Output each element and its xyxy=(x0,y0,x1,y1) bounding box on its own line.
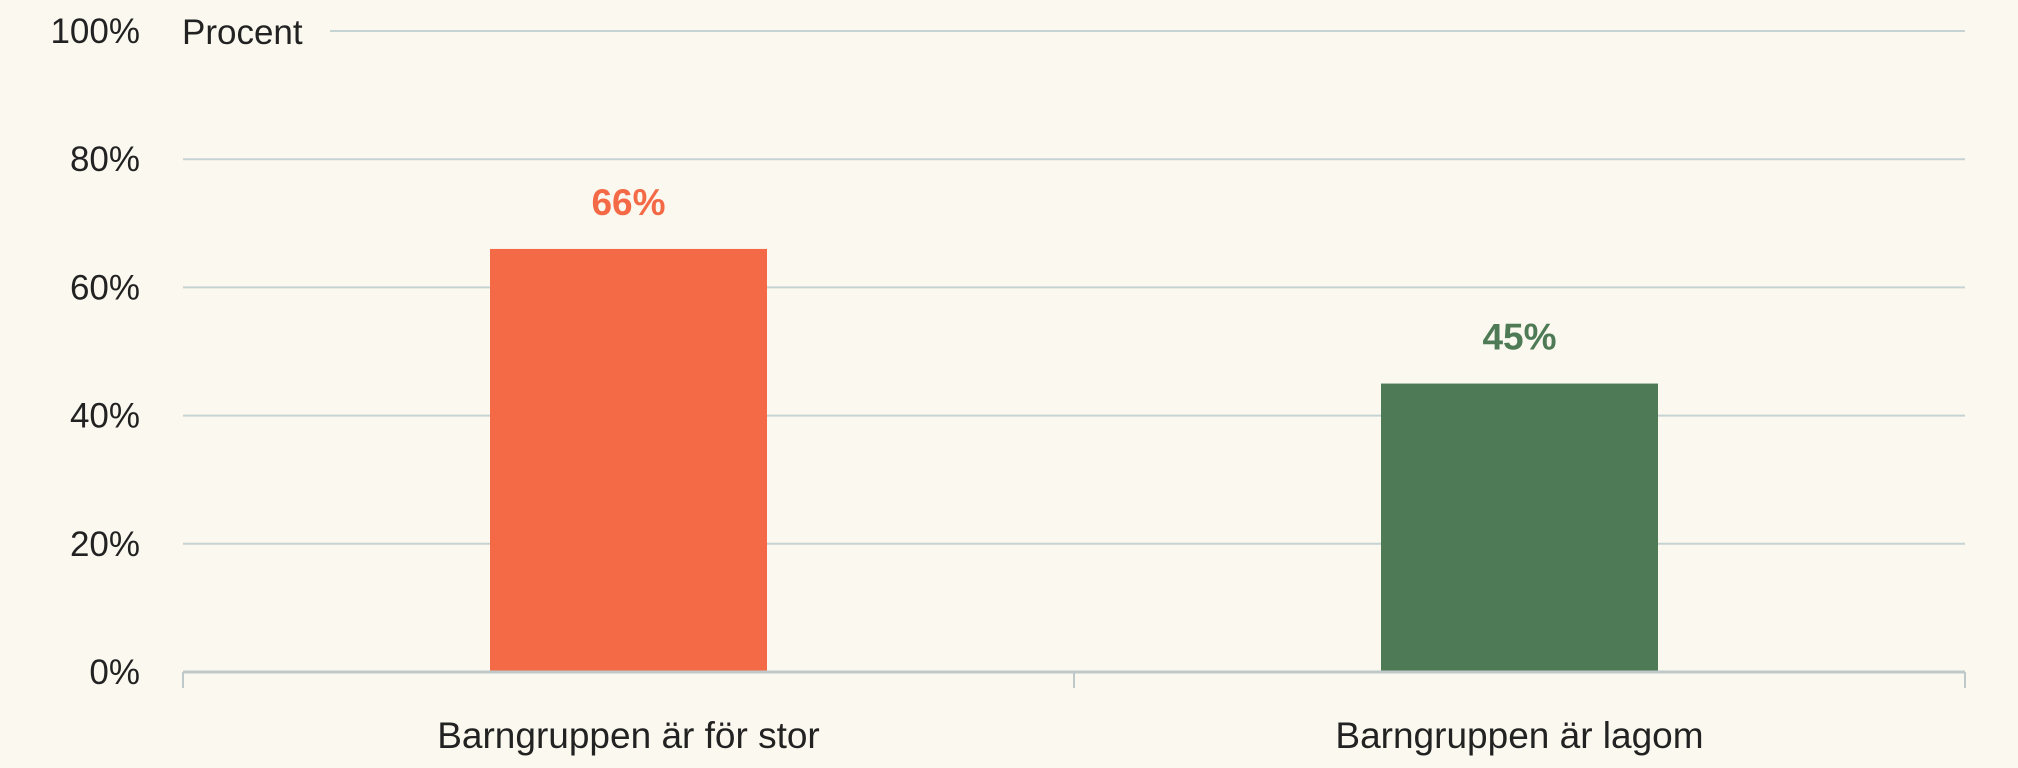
bars: 66% 45% xyxy=(490,182,1658,672)
y-tick-label: 60% xyxy=(70,268,140,307)
gridlines xyxy=(183,30,1965,545)
y-tick-label: 100% xyxy=(50,12,140,51)
data-label: 45% xyxy=(1482,317,1556,358)
y-tick-label: 20% xyxy=(70,525,140,564)
x-tick-label: Barngruppen är för stor xyxy=(437,715,820,756)
data-label: 66% xyxy=(591,182,665,223)
y-tick-label: 0% xyxy=(89,653,140,692)
y-tick-label: 80% xyxy=(70,140,140,179)
x-tick-label: Barngruppen är lagom xyxy=(1335,715,1703,756)
y-tick-label: 40% xyxy=(70,397,140,436)
x-axis xyxy=(182,670,1966,688)
y-axis-ticks: 0% 20% 40% 60% 80% 100% xyxy=(50,12,140,692)
x-axis-labels: Barngruppen är för stor Barngruppen är la… xyxy=(437,715,1703,756)
bar xyxy=(1381,383,1658,672)
bar xyxy=(490,248,767,672)
y-axis-label: Procent xyxy=(182,13,303,52)
